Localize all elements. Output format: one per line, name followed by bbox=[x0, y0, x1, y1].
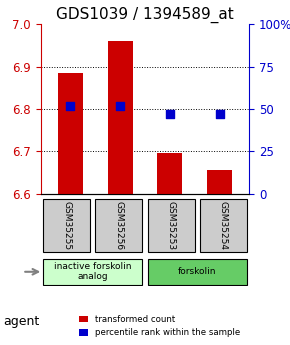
FancyBboxPatch shape bbox=[43, 199, 90, 252]
Text: agent: agent bbox=[3, 315, 39, 328]
FancyBboxPatch shape bbox=[148, 199, 195, 252]
Text: GSM35255: GSM35255 bbox=[62, 201, 71, 250]
Text: GSM35254: GSM35254 bbox=[219, 201, 228, 250]
Text: inactive forskolin
analog: inactive forskolin analog bbox=[54, 262, 132, 282]
FancyBboxPatch shape bbox=[200, 199, 247, 252]
Point bbox=[168, 111, 172, 117]
FancyBboxPatch shape bbox=[43, 259, 142, 285]
Title: GDS1039 / 1394589_at: GDS1039 / 1394589_at bbox=[56, 7, 234, 23]
Text: forskolin: forskolin bbox=[178, 267, 216, 276]
FancyBboxPatch shape bbox=[148, 259, 247, 285]
Bar bbox=[157, 154, 182, 194]
Legend: transformed count, percentile rank within the sample: transformed count, percentile rank withi… bbox=[76, 312, 243, 341]
Bar bbox=[108, 41, 133, 194]
FancyBboxPatch shape bbox=[95, 199, 142, 252]
Text: GSM35253: GSM35253 bbox=[166, 201, 176, 250]
Bar bbox=[207, 170, 232, 194]
Bar bbox=[58, 73, 83, 194]
Text: GSM35256: GSM35256 bbox=[114, 201, 124, 250]
Point bbox=[118, 103, 122, 108]
Point bbox=[217, 111, 222, 117]
Point bbox=[68, 103, 73, 108]
